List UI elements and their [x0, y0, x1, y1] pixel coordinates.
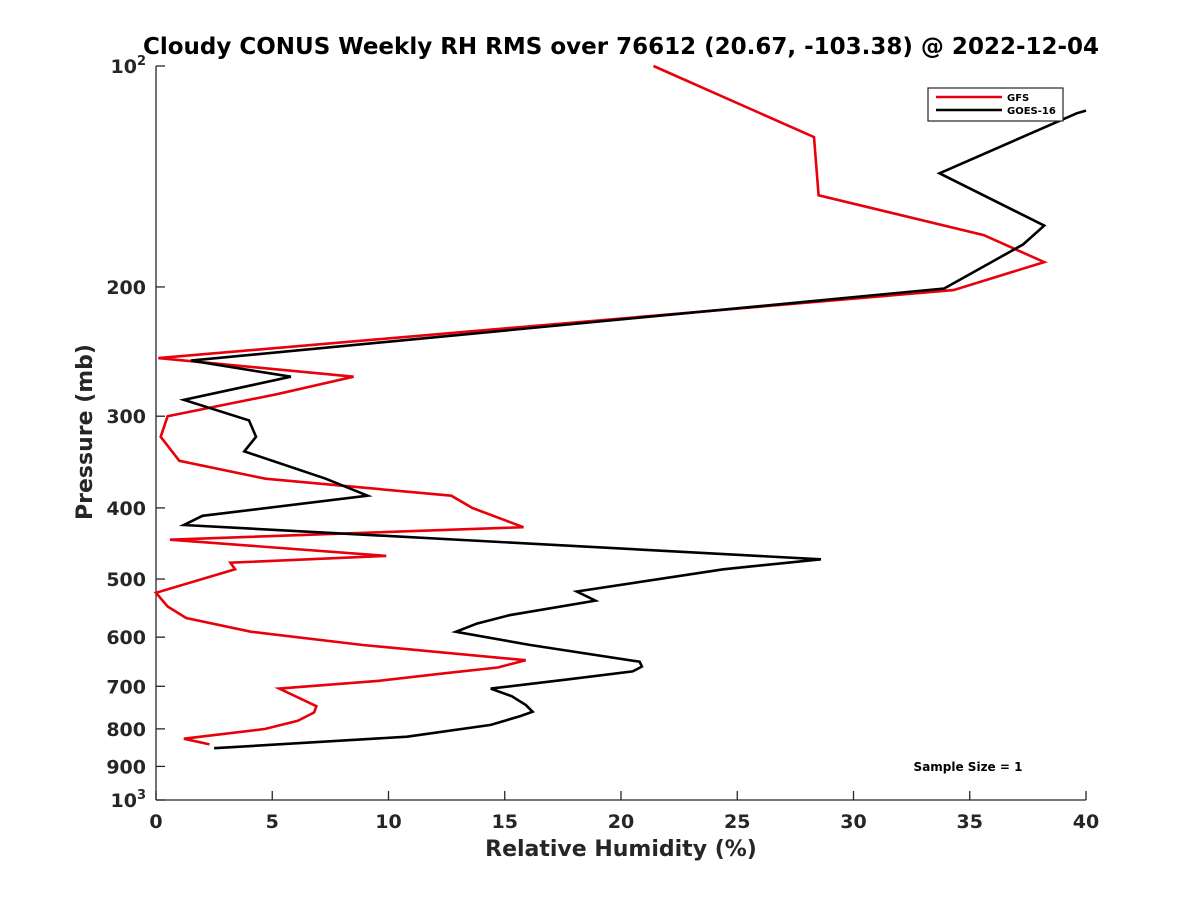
- x-tick-label: 5: [266, 811, 279, 833]
- y-tick-label: 900: [106, 756, 146, 778]
- x-tick-label: 25: [724, 811, 750, 833]
- y-tick-label: 102: [111, 54, 147, 78]
- series-line-gfs: [153, 64, 1048, 746]
- x-tick-label: 40: [1073, 811, 1099, 833]
- x-tick-label: 35: [957, 811, 983, 833]
- x-tick-label: 30: [840, 811, 866, 833]
- legend-box: [927, 87, 1064, 122]
- x-tick-label: 10: [375, 811, 401, 833]
- y-tick-label: 600: [106, 627, 146, 649]
- x-axis-label: Relative Humidity (%): [485, 837, 757, 862]
- x-tick-label: 0: [149, 811, 162, 833]
- sample-size-annotation: Sample Size = 1: [914, 760, 1023, 774]
- legend: GFS GOES-16: [927, 87, 1064, 122]
- plot-area: 0 5 10 15 20 25 30 35 40 102 200 300 400 500 600 700 800…: [106, 54, 1099, 833]
- y-tick-label: 800: [106, 719, 146, 741]
- chart-title: Cloudy CONUS Weekly RH RMS over 76612 (2…: [143, 34, 1099, 60]
- series-line-goes16: [178, 109, 1087, 750]
- y-tick-label: 103: [111, 788, 147, 812]
- y-tick-label: 700: [106, 676, 146, 698]
- y-axis-label: Pressure (mb): [73, 344, 98, 520]
- y-tick-label: 300: [106, 406, 146, 428]
- y-tick-label: 400: [106, 498, 146, 520]
- legend-label-gfs: GFS: [1007, 93, 1029, 104]
- y-tick-label: 500: [106, 569, 146, 591]
- x-tick-label: 20: [608, 811, 634, 833]
- legend-label-goes16: GOES-16: [1007, 106, 1056, 117]
- x-tick-label: 15: [492, 811, 518, 833]
- y-tick-label: 200: [106, 277, 146, 299]
